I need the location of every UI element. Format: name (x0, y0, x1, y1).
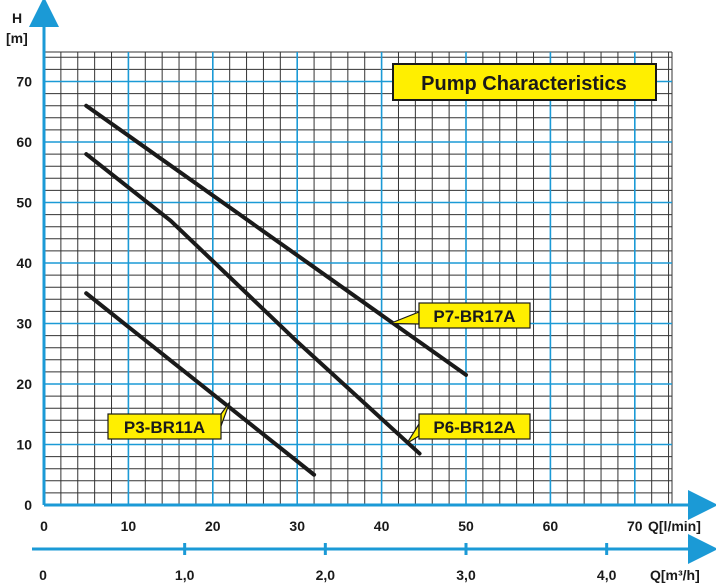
y-tick-label: 50 (16, 195, 32, 211)
series-line-p7-br17a (84, 103, 468, 377)
callout-box (418, 302, 531, 329)
callout-p3-br11a: P3-BR11A (107, 401, 231, 440)
axes (29, 0, 716, 564)
x2-tick-label: 0 (39, 567, 47, 583)
x2-tick-label: 3,0 (456, 567, 476, 583)
y-tick-label: 0 (24, 497, 32, 513)
series-label: P6-BR12A (433, 418, 515, 437)
x-axis-label: Q[l/min] (648, 518, 701, 534)
x-tick-label: 40 (374, 518, 390, 534)
y-tick-label: 30 (16, 316, 32, 332)
callout-box (107, 413, 222, 440)
y-axis-unit-label: [m] (6, 30, 28, 46)
y-axis-label: H (12, 10, 22, 26)
x2-tick-label: 1,0 (175, 567, 195, 583)
x-tick-label: 30 (289, 518, 305, 534)
series-label: P7-BR17A (433, 307, 515, 326)
series-callouts: P7-BR17A P6-BR12A P3-BR11A (107, 302, 531, 444)
callout-pointer (406, 421, 420, 444)
x-tick-label: 20 (205, 518, 221, 534)
series-lines (84, 103, 468, 477)
x2-tick-label: 2,0 (316, 567, 336, 583)
callout-pointer (389, 311, 420, 325)
callout-box (418, 413, 531, 440)
series-line-p3-br11a (84, 291, 317, 477)
callout-p7-br17a: P7-BR17A (389, 302, 531, 329)
chart-title-box: Pump Characteristics (392, 63, 657, 101)
y-tick-label: 70 (16, 74, 32, 90)
chart-title: Pump Characteristics (421, 73, 627, 95)
chart-title-background (392, 63, 657, 101)
y-tick-label: 60 (16, 134, 32, 150)
series-line-p6-br12a (84, 152, 422, 456)
y-tick-label: 40 (16, 255, 32, 271)
x-tick-label: 10 (121, 518, 137, 534)
x-tick-label: 70 (627, 518, 643, 534)
tick-labels: 0 10 20 30 40 50 60 70 0 10 20 30 40 50 60 70 H [m] Q[l/mi… (6, 10, 701, 583)
x2-axis-label: Q[m³/h] (650, 567, 700, 583)
y-tick-label: 10 (16, 437, 32, 453)
series-label: P3-BR11A (124, 418, 205, 437)
callout-p6-br12a: P6-BR12A (406, 413, 531, 444)
x-tick-label: 50 (458, 518, 474, 534)
y-tick-label: 20 (16, 376, 32, 392)
x-tick-label: 0 (40, 518, 48, 534)
x-tick-label: 60 (543, 518, 559, 534)
x2-tick-label: 4,0 (597, 567, 617, 583)
